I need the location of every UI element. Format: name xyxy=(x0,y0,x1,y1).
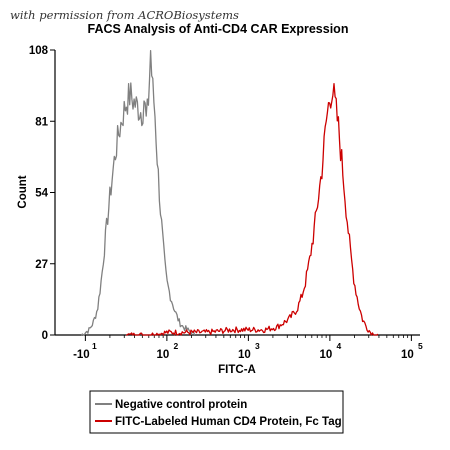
histogram-series xyxy=(80,50,379,336)
chart-title: FACS Analysis of Anti-CD4 CAR Expression xyxy=(88,22,349,36)
legend-label-negative: Negative control protein xyxy=(115,399,247,411)
y-tick-label: 108 xyxy=(29,45,49,57)
x-axis-ticks: -101 10 2 10 3 10 4 10 5 xyxy=(73,335,423,361)
x-tick-label: 10 xyxy=(156,349,169,361)
legend-label-fitc: FITC-Labeled Human CD4 Protein, Fc Tag xyxy=(115,416,342,428)
x-tick-exponent: 1 xyxy=(92,341,97,351)
y-tick-label: 27 xyxy=(35,259,48,271)
x-tick-label: 10 xyxy=(238,349,251,361)
x-axis-title: FITC-A xyxy=(218,364,256,376)
watermark-text: with permission from ACROBiosystems xyxy=(10,8,239,22)
series-line-negative-control xyxy=(80,50,196,336)
legend-box xyxy=(89,390,344,434)
y-tick-label: 0 xyxy=(42,330,48,342)
y-axis-title: Count xyxy=(17,175,29,208)
legend: Negative control protein FITC-Labeled Hu… xyxy=(89,390,344,434)
x-tick-exponent: 4 xyxy=(337,341,342,351)
x-tick-exponent: 2 xyxy=(174,341,179,351)
x-tick-label: 10 xyxy=(401,349,414,361)
y-tick-label: 54 xyxy=(35,188,48,200)
plot-area: 0 27 54 81 108 -101 10 2 10 3 10 4 10 5 xyxy=(29,45,423,361)
series-line-fitc-cd4 xyxy=(126,83,379,336)
x-tick-label: -10 xyxy=(73,349,90,361)
x-tick-exponent: 5 xyxy=(418,341,423,351)
y-axis-ticks: 0 27 54 81 108 xyxy=(29,45,55,342)
x-tick-label: 10 xyxy=(319,349,332,361)
x-tick-exponent: 3 xyxy=(255,341,260,351)
y-tick-label: 81 xyxy=(35,116,48,128)
